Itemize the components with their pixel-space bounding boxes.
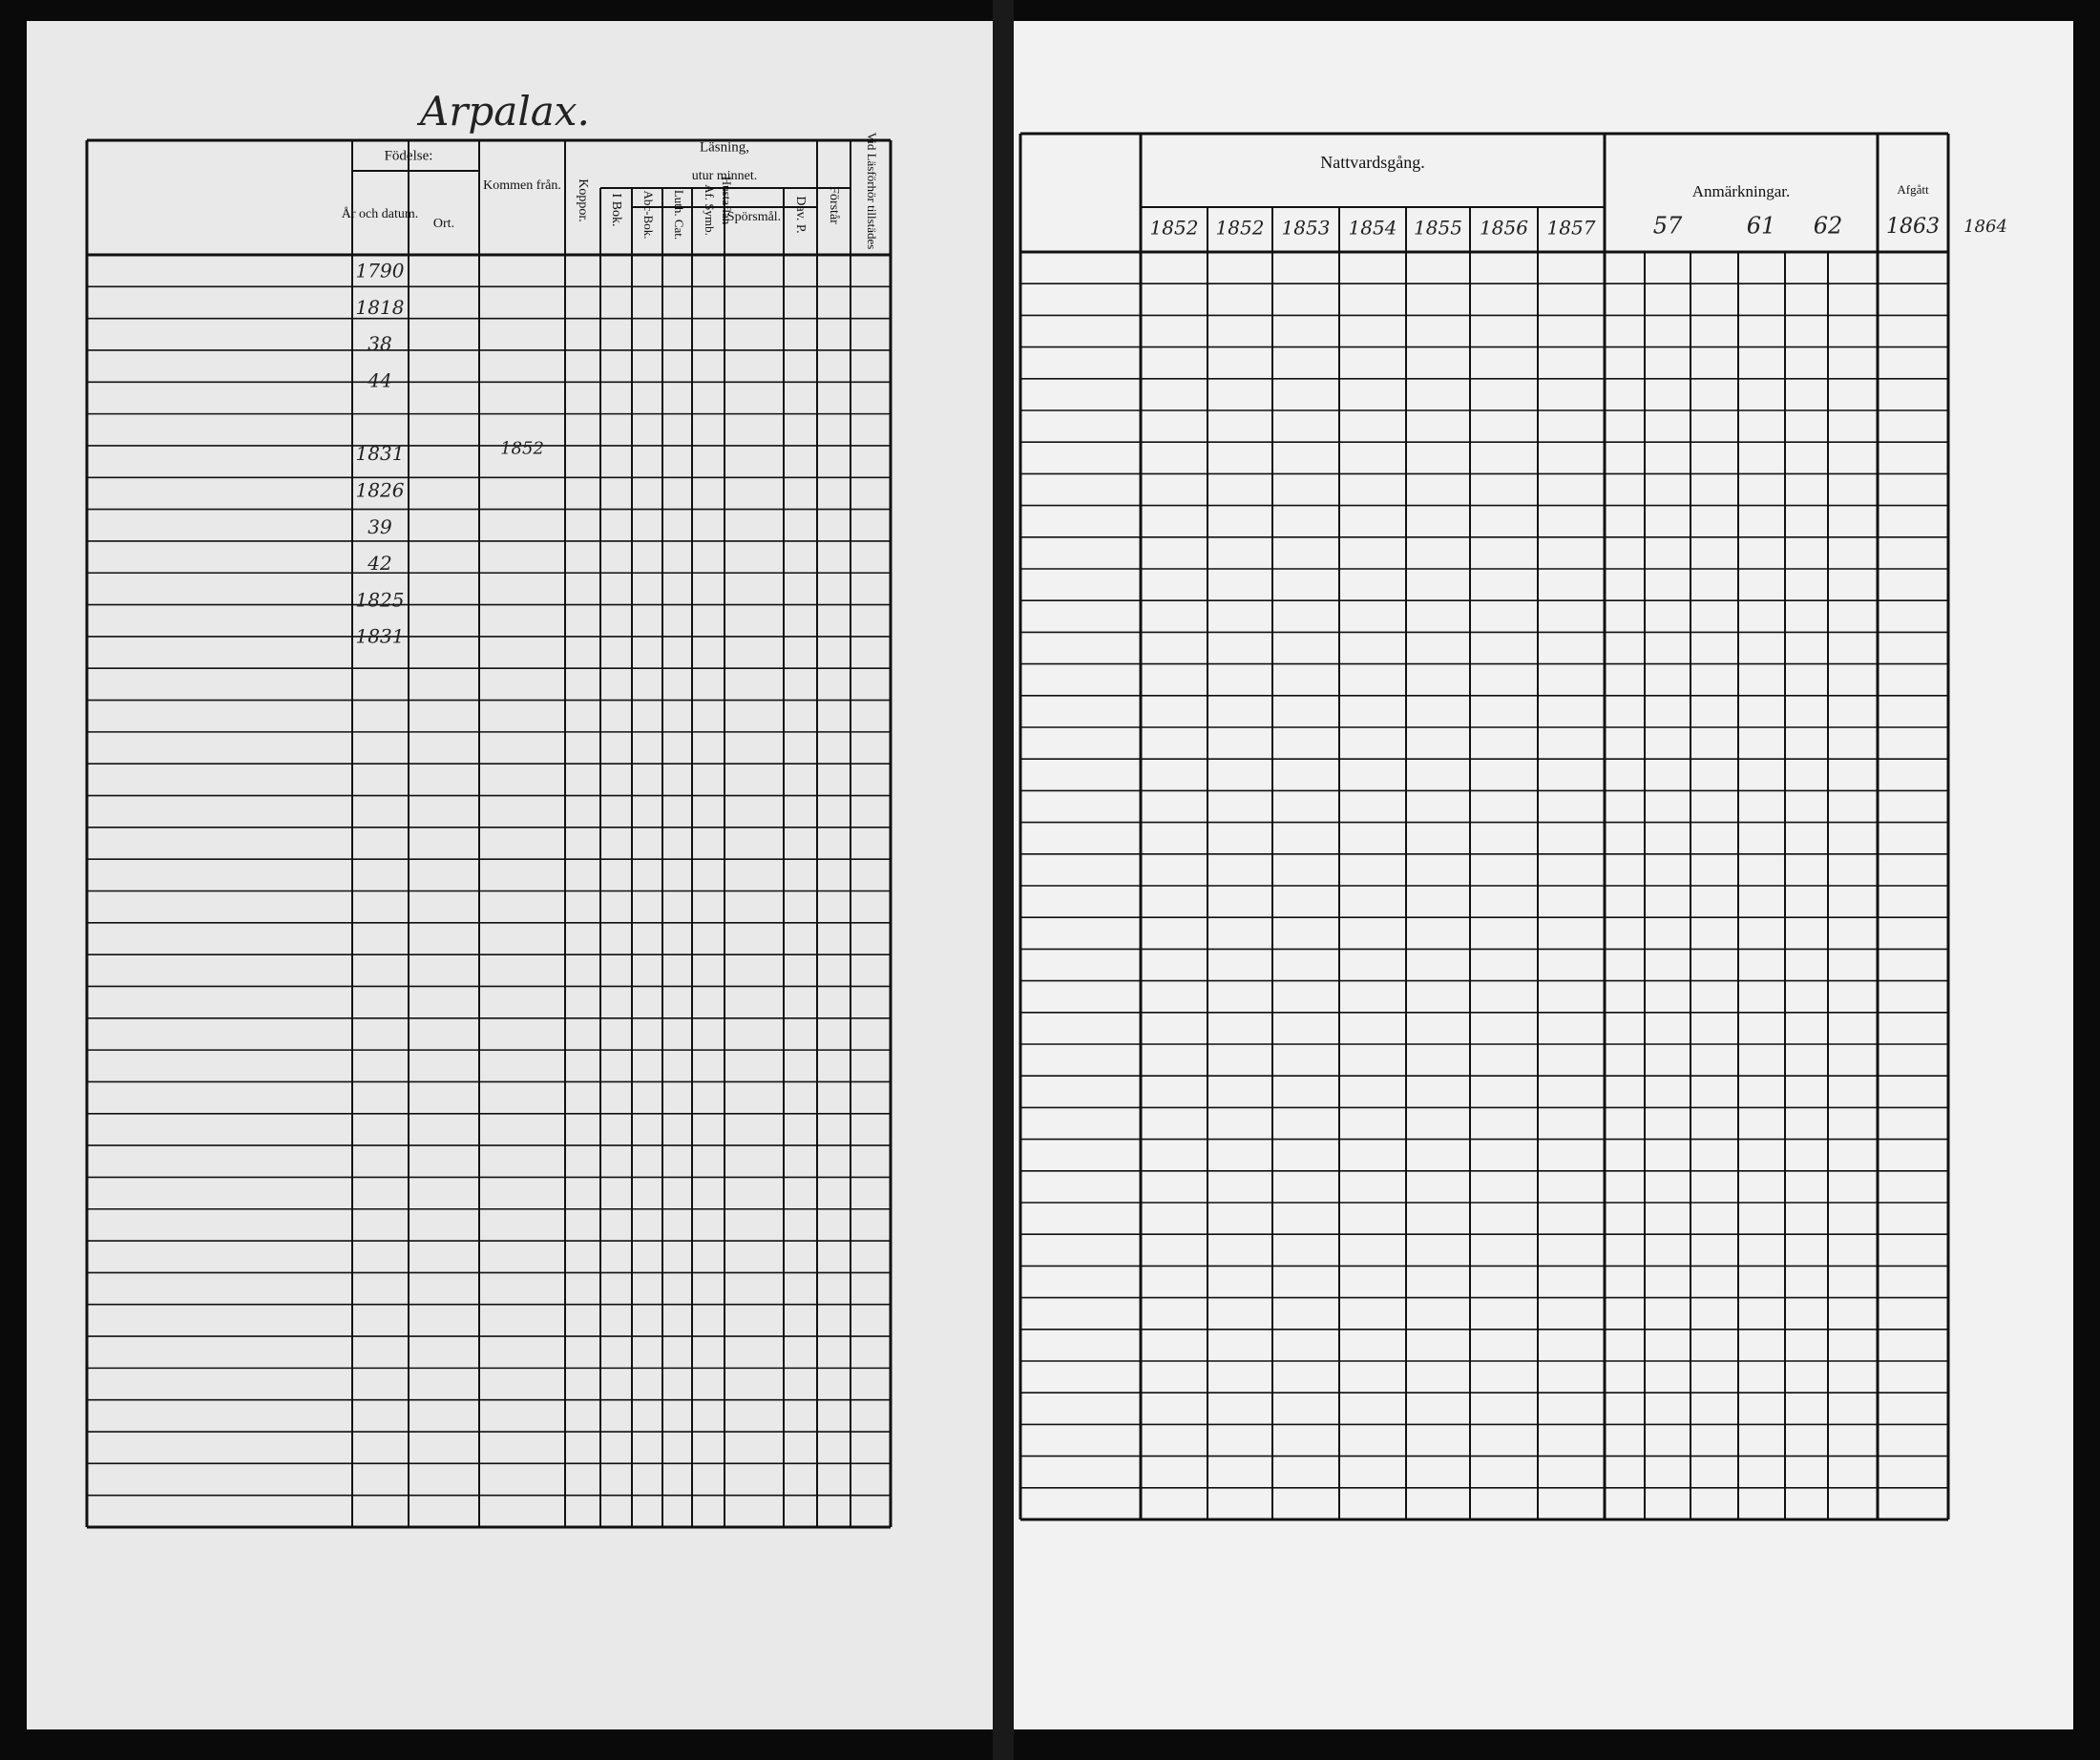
header-text: Kommen från.	[483, 178, 561, 193]
birth-year: 1825	[356, 588, 405, 611]
gutter	[993, 0, 1014, 1760]
place-title: Arpalax.	[416, 88, 590, 135]
header-text: 1852	[1150, 217, 1199, 240]
header-text: 1857	[1547, 217, 1596, 240]
birth-year: 1831	[356, 625, 405, 648]
birth-year: 38	[368, 332, 391, 355]
birth-year: 42	[367, 552, 391, 575]
header-text: 57	[1653, 213, 1683, 240]
right-page	[1014, 21, 2073, 1729]
header-text: 1856	[1480, 217, 1528, 240]
header-text: År och datum.	[342, 206, 418, 221]
header-text: Vid Läsförhör tillstädes	[865, 133, 879, 250]
header-text: 1854	[1349, 217, 1397, 240]
birth-year: 1790	[356, 260, 405, 283]
left-page	[27, 21, 993, 1729]
birth-year: 1818	[356, 296, 405, 319]
grid	[85, 132, 1950, 1529]
header-text: 1853	[1282, 217, 1331, 240]
came-from-entry: 1852	[500, 439, 544, 459]
header-text: Luth. Cat.	[672, 190, 686, 240]
birth-year: 1826	[356, 478, 405, 501]
header-text: I Bok.	[609, 194, 623, 227]
header-text: 61	[1747, 213, 1776, 240]
header-text: Ort.	[433, 217, 454, 231]
header-text: 62	[1814, 213, 1843, 240]
birth-year: 44	[367, 368, 391, 391]
header-text: Spörsmål.	[727, 210, 781, 224]
header-text: Läsning,	[700, 139, 749, 155]
header-text: Afgått	[1897, 182, 1929, 197]
header-text: Förstår	[827, 186, 841, 224]
texts: Födelse: År och datum. Ort. Kommen från. Kop…	[342, 133, 2007, 648]
header-text: 1855	[1414, 217, 1462, 240]
birth-year: 1831	[356, 442, 405, 465]
header-text: Dav. P.	[793, 196, 808, 233]
header-text: Koppor.	[576, 178, 590, 222]
header-text: 1852	[1216, 217, 1265, 240]
header-text: Abc-Bok.	[641, 191, 656, 240]
header-text: Hustaflan	[720, 177, 734, 225]
birth-year: 39	[368, 515, 392, 538]
header-text: Anmärkningar.	[1692, 182, 1790, 200]
header-text: 1864	[1964, 217, 2007, 237]
header-text: Nattvardsgång.	[1320, 153, 1424, 172]
header-text: utur minnet.	[692, 169, 757, 183]
header-text: Födelse:	[385, 148, 433, 163]
header-text: 1863	[1886, 215, 1940, 239]
header-text: Af. Symb.	[703, 184, 717, 236]
